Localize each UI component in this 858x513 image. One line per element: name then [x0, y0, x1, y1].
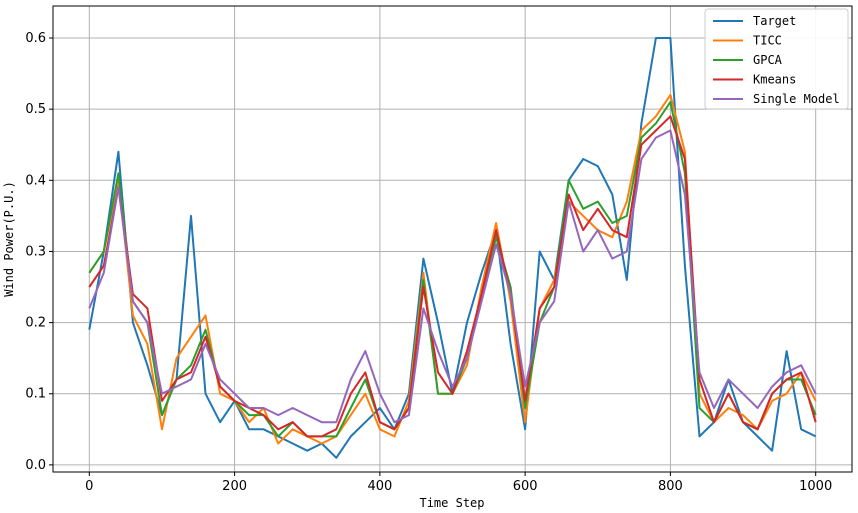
x-tick-label: 0	[85, 479, 93, 494]
y-tick-label: 0.6	[25, 31, 46, 46]
legend-label-gpca: GPCA	[753, 53, 783, 67]
x-tick-label: 1000	[799, 479, 832, 494]
series-line-single-model	[88, 129, 817, 424]
y-tick-label: 0.2	[25, 316, 46, 331]
y-tick-label: 0.1	[25, 387, 46, 402]
y-tick-label: 0.4	[25, 173, 46, 188]
legend-label-kmeans: Kmeans	[753, 73, 796, 87]
series-layer	[88, 37, 817, 459]
legend-label-ticc: TICC	[753, 34, 782, 48]
legend: Target TICC GPCA Kmeans Single Model	[704, 8, 849, 110]
legend-label-single-model: Single Model	[753, 92, 840, 106]
legend-box	[704, 8, 849, 110]
legend-label-target: Target	[753, 14, 796, 28]
ticks: 0 200 400 600 800 1000 0.0 0.1 0.2 0.3 0.4 0.5 0.6	[25, 31, 832, 494]
plot-frame	[52, 5, 853, 473]
x-tick-label: 800	[658, 479, 683, 494]
x-axis-label: Time Step	[419, 496, 484, 510]
y-tick-label: 0.0	[25, 458, 46, 473]
x-tick-label: 600	[513, 479, 538, 494]
x-tick-label: 400	[367, 479, 392, 494]
x-tick-label: 200	[222, 479, 247, 494]
y-axis-label: Wind Power(P.U.)	[2, 181, 16, 297]
y-tick-label: 0.5	[25, 102, 46, 117]
y-tick-label: 0.3	[25, 244, 46, 259]
grid	[53, 6, 852, 472]
